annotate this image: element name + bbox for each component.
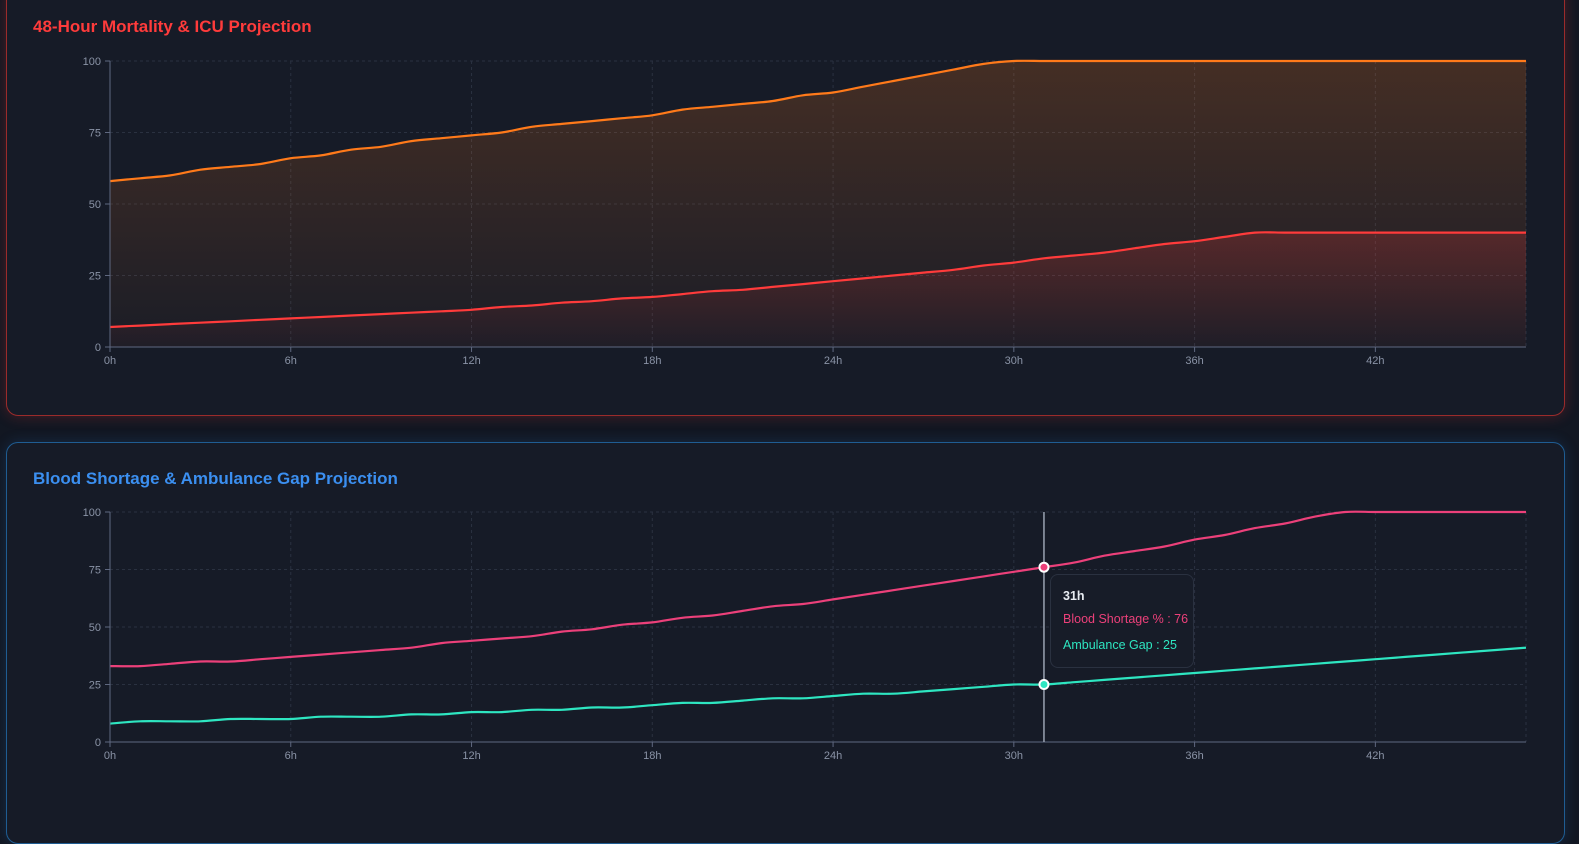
blood-series-line-ambulance — [109, 646, 1527, 725]
mortality-tick-label-y: 75 — [89, 128, 101, 140]
mortality-tick-label-y: 50 — [89, 199, 101, 211]
blood-tick-label-x: 24h — [824, 750, 842, 762]
tooltip-title: 31h — [1063, 589, 1085, 603]
mortality-series-line-mortality — [109, 59, 1526, 183]
mortality-tick-label-x: 18h — [643, 355, 661, 367]
blood-series-line-blood — [109, 510, 1526, 668]
mortality-series-area-icu — [110, 232, 1526, 347]
mortality-tick-label-y: 0 — [95, 342, 101, 354]
blood-tick-label-y: 0 — [95, 737, 101, 749]
tooltip-ambulance-gap: Ambulance Gap : 25 — [1063, 638, 1177, 652]
blood-tick-label-x: 0h — [104, 750, 116, 762]
mortality-chart-panel: 0 25 50 75 100 0h 6h 12h 18h 24h 30h 36h 42h 48-Hour… — [6, 0, 1565, 416]
blood-chart-title: Blood Shortage & Ambulance Gap Projectio… — [33, 469, 398, 488]
blood-tick-label-y: 75 — [89, 565, 101, 577]
blood-tick-label-x: 18h — [643, 750, 661, 762]
blood-tick-label-x: 12h — [462, 750, 480, 762]
blood-tick-label-x: 30h — [1005, 750, 1023, 762]
mortality-series-line-icu — [109, 231, 1526, 329]
mortality-tick-label-x: 30h — [1005, 355, 1023, 367]
mortality-tick-label-x: 6h — [285, 355, 297, 367]
blood-tick-label-x: 6h — [285, 750, 297, 762]
mortality-tick-label-x: 24h — [824, 355, 842, 367]
blood-tick-label-x: 36h — [1185, 750, 1203, 762]
mortality-tick-label-x: 36h — [1185, 355, 1203, 367]
mortality-tick-label-y: 100 — [83, 56, 101, 68]
mortality-chart-svg: 0 25 50 75 100 0h 6h 12h 18h 24h 30h 36h 42h — [83, 56, 1527, 367]
blood-chart-svg: 0 25 50 75 100 0h 6h 12h 18h 24h 30h 36h 42h — [83, 507, 1527, 762]
blood-hover-point-blood — [1038, 561, 1050, 573]
blood-tick-label-x: 42h — [1366, 750, 1384, 762]
mortality-tick-label-x: 0h — [104, 355, 116, 367]
mortality-tick-label-y: 25 — [89, 271, 101, 283]
blood-chart-panel: 0 25 50 75 100 0h 6h 12h 18h 24h 30h 36h 42h Blood S… — [6, 442, 1565, 844]
mortality-tick-label-x: 42h — [1366, 355, 1384, 367]
chart-tooltip: 31h Blood Shortage % : 76 Ambulance Gap … — [1050, 574, 1194, 668]
mortality-tick-label-x: 12h — [462, 355, 480, 367]
tooltip-blood-shortage: Blood Shortage % : 76 — [1063, 612, 1189, 626]
blood-tick-label-y: 25 — [89, 680, 101, 692]
mortality-chart-title: 48-Hour Mortality & ICU Projection — [33, 17, 312, 36]
blood-tick-label-y: 100 — [83, 507, 101, 519]
blood-hover-point-ambulance — [1038, 679, 1050, 690]
blood-tick-label-y: 50 — [89, 622, 101, 634]
